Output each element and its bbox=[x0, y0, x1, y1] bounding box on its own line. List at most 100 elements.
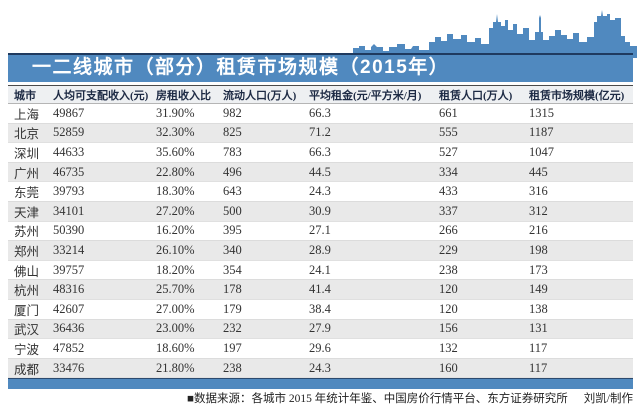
table-cell: 18.30% bbox=[156, 184, 195, 199]
table-header-row: 城市 人均可支配收入(元) 房租收入比 流动人口(万人) 平均租金(元/平方米/月) 租赁… bbox=[8, 86, 633, 104]
table-header-cell: 平均租金(元/平方米/月) bbox=[309, 89, 422, 102]
table-cell: 71.2 bbox=[309, 125, 331, 140]
table-cell: 深圳 bbox=[14, 146, 40, 161]
table-cell: 66.3 bbox=[309, 105, 331, 120]
table-cell: 24.1 bbox=[309, 262, 331, 277]
table-cell: 34101 bbox=[53, 203, 85, 218]
table-row: 厦门 42607 27.00% 179 38.4 120 138 bbox=[8, 299, 633, 320]
table-cell: 成都 bbox=[14, 362, 40, 377]
table-cell: 238 bbox=[439, 262, 458, 277]
table-cell: 131 bbox=[529, 321, 548, 336]
table-cell: 1047 bbox=[529, 144, 554, 159]
table-cell: 武汉 bbox=[14, 323, 40, 338]
table-cell: 27.00% bbox=[156, 301, 195, 316]
table-header-cell: 租赁市场规模(亿元) bbox=[529, 89, 625, 102]
table-cell: 41.4 bbox=[309, 282, 331, 297]
table-cell: 232 bbox=[223, 321, 242, 336]
table-row: 北京 52859 32.30% 825 71.2 555 1187 bbox=[8, 123, 633, 144]
table-cell: 北京 bbox=[14, 127, 40, 142]
table-cell: 郑州 bbox=[14, 244, 40, 259]
table-cell: 445 bbox=[529, 164, 548, 179]
table-cell: 661 bbox=[439, 105, 458, 120]
table-cell: 33214 bbox=[53, 242, 85, 257]
table-header-cell: 流动人口(万人) bbox=[223, 89, 297, 102]
table-cell: 44.5 bbox=[309, 164, 331, 179]
table-cell: 149 bbox=[529, 282, 548, 297]
table-cell: 138 bbox=[529, 301, 548, 316]
table-cell: 24.3 bbox=[309, 184, 331, 199]
table-cell: 苏州 bbox=[14, 225, 40, 240]
table-cell: 156 bbox=[439, 321, 458, 336]
table-row: 上海 49867 31.90% 982 66.3 661 1315 bbox=[8, 104, 633, 124]
table-header-cell: 人均可支配收入(元) bbox=[53, 89, 149, 102]
table-cell: 厦门 bbox=[14, 303, 40, 318]
table-cell: 120 bbox=[439, 282, 458, 297]
table-cell: 337 bbox=[439, 203, 458, 218]
table-cell: 334 bbox=[439, 164, 458, 179]
table-cell: 27.20% bbox=[156, 203, 195, 218]
table-cell: 27.9 bbox=[309, 321, 331, 336]
table-cell: 30.9 bbox=[309, 203, 331, 218]
table-cell: 178 bbox=[223, 282, 242, 297]
table-cell: 340 bbox=[223, 242, 242, 257]
table-header-cell: 租赁人口(万人) bbox=[439, 89, 513, 102]
table-row: 广州 46735 22.80% 496 44.5 334 445 bbox=[8, 162, 633, 183]
table-cell: 46735 bbox=[53, 164, 85, 179]
table-cell: 29.6 bbox=[309, 340, 331, 355]
table-cell: 杭州 bbox=[14, 284, 40, 299]
table-cell: 39757 bbox=[53, 262, 85, 277]
credit-text: 刘凯/制作 bbox=[583, 393, 633, 405]
table-cell: 433 bbox=[439, 184, 458, 199]
table-cell: 982 bbox=[223, 105, 242, 120]
table-cell: 120 bbox=[439, 301, 458, 316]
table-cell: 42607 bbox=[53, 301, 85, 316]
table-row: 佛山 39757 18.20% 354 24.1 238 173 bbox=[8, 260, 633, 281]
table-cell: 35.60% bbox=[156, 144, 195, 159]
table-cell: 宁波 bbox=[14, 342, 40, 357]
table-cell: 49867 bbox=[53, 105, 85, 120]
table-cell: 117 bbox=[529, 340, 548, 355]
table-row: 天津 34101 27.20% 500 30.9 337 312 bbox=[8, 201, 633, 222]
table-cell: 527 bbox=[439, 144, 458, 159]
table-cell: 48316 bbox=[53, 282, 85, 297]
table-cell: 783 bbox=[223, 144, 242, 159]
table-row: 成都 33476 21.80% 238 24.3 160 117 bbox=[8, 358, 633, 379]
table-cell: 36436 bbox=[53, 321, 85, 336]
table-cell: 33476 bbox=[53, 360, 85, 375]
table-cell: 47852 bbox=[53, 340, 85, 355]
table-cell: 117 bbox=[529, 360, 548, 375]
table-cell: 广州 bbox=[14, 166, 40, 181]
table-cell: 395 bbox=[223, 223, 242, 238]
table-cell: 16.20% bbox=[156, 223, 195, 238]
table-row: 武汉 36436 23.00% 232 27.9 156 131 bbox=[8, 319, 633, 340]
table-header-cell: 城市 bbox=[14, 89, 36, 102]
table-cell: 23.00% bbox=[156, 321, 195, 336]
table-cell: 825 bbox=[223, 125, 242, 140]
table-cell: 238 bbox=[223, 360, 242, 375]
table-cell: 22.80% bbox=[156, 164, 195, 179]
table-cell: 500 bbox=[223, 203, 242, 218]
footer-source-line: ■数据来源：各城市 2015 年统计年鉴、中国房价行情平台、东方证券研究所 刘凯/… bbox=[187, 391, 633, 407]
table-cell: 1315 bbox=[529, 105, 554, 120]
table-row: 郑州 33214 26.10% 340 28.9 229 198 bbox=[8, 241, 633, 261]
table-cell: 643 bbox=[223, 184, 242, 199]
table-row: 东莞 39793 18.30% 643 24.3 433 316 bbox=[8, 182, 633, 202]
title-bar: 一二线城市（部分）租赁市场规模（2015年） bbox=[8, 53, 633, 82]
table-cell: 东莞 bbox=[14, 186, 40, 201]
data-table: 城市 人均可支配收入(元) 房租收入比 流动人口(万人) 平均租金(元/平方米/月) 租赁… bbox=[8, 86, 633, 379]
table-cell: 316 bbox=[529, 184, 548, 199]
data-source-text: ■数据来源：各城市 2015 年统计年鉴、中国房价行情平台、东方证券研究所 bbox=[187, 393, 568, 405]
table-cell: 173 bbox=[529, 262, 548, 277]
table-cell: 266 bbox=[439, 223, 458, 238]
table-cell: 229 bbox=[439, 242, 458, 257]
table-cell: 25.70% bbox=[156, 282, 195, 297]
table-cell: 52859 bbox=[53, 125, 85, 140]
table-cell: 50390 bbox=[53, 223, 85, 238]
footer-bar bbox=[8, 378, 633, 389]
table-cell: 132 bbox=[439, 340, 458, 355]
table-header-cell: 房租收入比 bbox=[156, 89, 211, 102]
table-cell: 上海 bbox=[14, 107, 40, 122]
table-cell: 31.90% bbox=[156, 105, 195, 120]
table-top-border bbox=[8, 85, 633, 86]
table-row: 深圳 44633 35.60% 783 66.3 527 1047 bbox=[8, 143, 633, 163]
